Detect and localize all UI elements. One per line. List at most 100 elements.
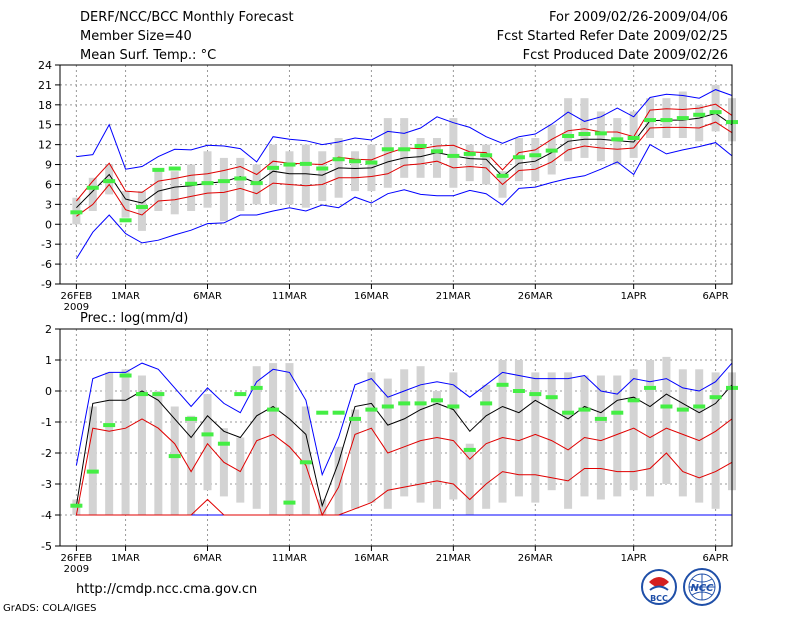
ensemble-mean-line — [75, 384, 733, 508]
observed-marker — [381, 147, 394, 152]
member-range-box — [203, 394, 212, 491]
header-left: DERF/NCC/BCC Monthly Forecast Member Siz… — [80, 8, 294, 65]
member-range-box — [432, 391, 441, 509]
observed-marker — [152, 167, 165, 172]
member-range-box — [301, 144, 310, 208]
observed-marker — [234, 176, 247, 181]
member-range-box — [318, 499, 327, 515]
observed-marker — [201, 181, 214, 186]
y-tick-label: -3 — [41, 238, 52, 251]
observed-marker — [267, 407, 280, 412]
x-tick-label: 26FEB — [61, 553, 93, 564]
member-range-box — [432, 138, 441, 178]
observed-marker — [627, 398, 640, 403]
observed-marker — [545, 148, 558, 153]
observed-marker — [676, 407, 689, 412]
member-range-box — [416, 138, 425, 178]
observed-marker — [660, 404, 673, 409]
observed-marker — [70, 210, 83, 215]
observed-marker — [447, 404, 460, 409]
y-tick-label: 2 — [45, 323, 52, 336]
observed-marker — [496, 382, 509, 387]
observed-marker — [578, 132, 591, 137]
member-range-box — [105, 372, 114, 515]
member-range-box — [711, 372, 720, 509]
member-range-box — [121, 369, 130, 515]
source-url[interactable]: http://cmdp.ncc.cma.gov.cn — [76, 582, 258, 597]
y-tick-label: 0 — [45, 385, 52, 398]
ncc-logo-text: NCC — [690, 583, 714, 594]
chart-title: DERF/NCC/BCC Monthly Forecast — [80, 10, 294, 25]
y-tick-label: 9 — [45, 159, 52, 172]
member-range-box — [531, 372, 540, 503]
member-range-box — [629, 111, 638, 158]
member-range-box — [351, 409, 360, 509]
member-range-box — [416, 366, 425, 503]
observed-marker — [283, 162, 296, 167]
observed-marker — [644, 118, 657, 123]
plot-frame — [59, 328, 733, 547]
plot-frame — [59, 64, 733, 285]
observed-marker — [512, 155, 525, 160]
member-range-box — [711, 84, 720, 132]
observed-marker — [185, 181, 198, 186]
y-tick-label: -9 — [41, 278, 52, 291]
observed-marker — [70, 503, 83, 508]
observed-marker — [135, 392, 148, 397]
member-range-box — [547, 372, 556, 491]
member-range-box — [351, 151, 360, 192]
lower-envelope-line — [75, 142, 733, 260]
y-tick-label: -2 — [41, 447, 52, 460]
member-range-box — [465, 144, 474, 182]
member-range-box — [137, 191, 146, 231]
observed-marker — [463, 447, 476, 452]
member-range-box — [531, 138, 540, 182]
upper-envelope-line — [75, 362, 733, 477]
member-range-box — [564, 372, 573, 509]
observed-marker — [332, 157, 345, 162]
observed-marker — [611, 410, 624, 415]
observed-marker — [480, 153, 493, 158]
x-tick-label: 26MAR — [518, 291, 553, 302]
observed-marker — [299, 460, 312, 465]
y-tick-label: 15 — [38, 119, 52, 132]
member-range-box — [449, 372, 458, 500]
member-range-box — [252, 366, 261, 509]
observed-marker — [660, 118, 673, 123]
observed-marker — [709, 110, 722, 115]
observed-marker — [627, 136, 640, 140]
x-tick-label: 1APR — [621, 553, 647, 564]
member-range-box — [514, 360, 523, 497]
member-range-box — [170, 171, 179, 215]
y-tick-label: 12 — [38, 139, 52, 152]
observed-marker — [611, 137, 624, 142]
member-range-box — [678, 369, 687, 497]
x-tick-label: 16MAR — [354, 553, 389, 564]
member-range-box — [400, 369, 409, 497]
member-range-box — [564, 98, 573, 162]
observed-marker — [349, 159, 362, 164]
member-range-box — [334, 446, 343, 515]
y-tick-label: 18 — [38, 99, 52, 112]
member-range-box — [88, 406, 97, 515]
member-range-box — [482, 144, 491, 185]
x-tick-label: 1MAR — [111, 291, 140, 302]
member-range-box — [662, 356, 671, 484]
observed-marker — [414, 401, 427, 406]
member-range-box — [236, 437, 245, 503]
precip-panel-title: Prec.: log(mm/d) — [80, 311, 188, 326]
member-range-box — [137, 375, 146, 515]
observed-marker — [447, 153, 460, 158]
observed-marker — [103, 179, 116, 184]
observed-marker — [234, 392, 247, 397]
x-tick-label: 11MAR — [272, 553, 307, 564]
observed-marker — [398, 147, 411, 152]
member-range-box — [613, 375, 622, 497]
member-size: Member Size=40 — [80, 29, 192, 44]
member-range-box — [236, 157, 245, 211]
lower-spread-line — [76, 121, 733, 217]
y-tick-label: -4 — [41, 509, 52, 522]
member-range-box — [285, 363, 294, 515]
bcc-logo: BCC — [641, 569, 677, 605]
